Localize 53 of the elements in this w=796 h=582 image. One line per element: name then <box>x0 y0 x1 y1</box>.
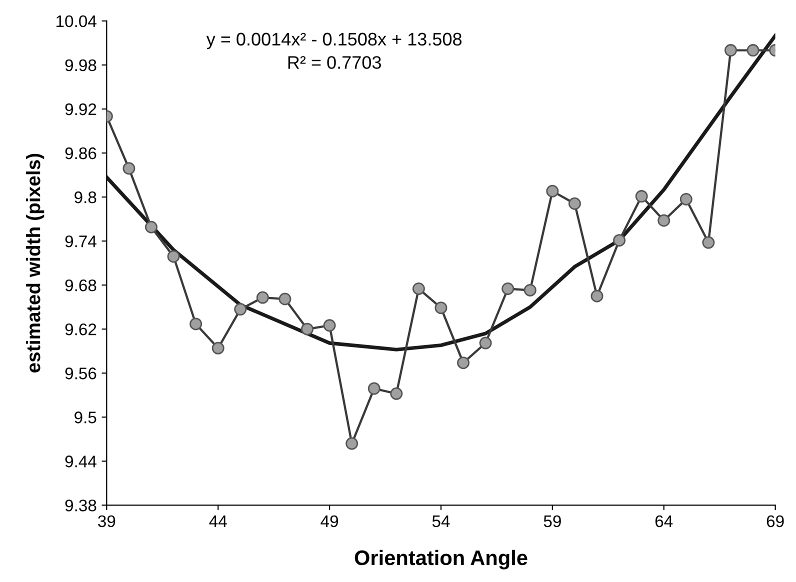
x-axis-title: Orientation Angle <box>354 550 528 570</box>
point <box>434 302 448 314</box>
y-tick-label: 9.44 <box>65 456 96 468</box>
x-tick-label: 54 <box>432 516 450 528</box>
point <box>590 290 604 302</box>
y-tick-label: 9.98 <box>65 59 96 72</box>
x-tick-label: 49 <box>320 515 338 528</box>
point <box>568 197 581 210</box>
point <box>680 192 692 206</box>
point <box>412 282 425 295</box>
point <box>479 336 492 350</box>
point <box>212 342 224 354</box>
annotation: y = 0.0014x² - 0.1508x + 13.508 <box>206 32 462 50</box>
x-tick-label: 69 <box>766 515 784 528</box>
y-tick-label: 9.56 <box>65 368 96 380</box>
y-tick-label: 9.68 <box>65 279 96 292</box>
point <box>144 220 158 234</box>
point <box>635 190 648 203</box>
point <box>346 437 358 450</box>
point <box>502 282 514 295</box>
point <box>167 250 180 263</box>
point <box>746 44 760 57</box>
point <box>390 387 403 400</box>
y-tick-label: 9.86 <box>65 147 96 160</box>
point <box>256 291 269 304</box>
point <box>278 292 292 306</box>
point <box>613 234 626 247</box>
point <box>368 382 380 395</box>
x-tick-label: 44 <box>209 516 227 527</box>
y-tick-label: 9.8 <box>74 191 96 204</box>
point <box>702 236 715 249</box>
annotation: R² = 0.7703 <box>288 56 381 69</box>
point <box>724 44 737 57</box>
y-tick-label: 9.62 <box>65 323 96 336</box>
point <box>190 318 202 330</box>
point <box>323 319 336 332</box>
point <box>301 322 314 336</box>
y-axis-title: estimated width (pixels) <box>26 154 44 372</box>
y-tick-label: 9.74 <box>65 235 96 248</box>
y-tick-label: 10.04 <box>56 15 96 28</box>
x-tick-label: 39 <box>98 515 116 528</box>
x-tick-label: 59 <box>544 515 561 528</box>
point <box>546 184 559 198</box>
line-series <box>106 34 776 352</box>
point <box>234 303 247 316</box>
point <box>658 214 670 227</box>
y-tick-label: 9.92 <box>65 103 96 116</box>
point <box>457 356 470 370</box>
y-tick-label: 9.38 <box>65 500 96 512</box>
x-tick-label: 64 <box>655 515 673 528</box>
y-tick-label: 9.5 <box>74 412 96 424</box>
point <box>122 162 136 175</box>
point <box>524 284 536 296</box>
